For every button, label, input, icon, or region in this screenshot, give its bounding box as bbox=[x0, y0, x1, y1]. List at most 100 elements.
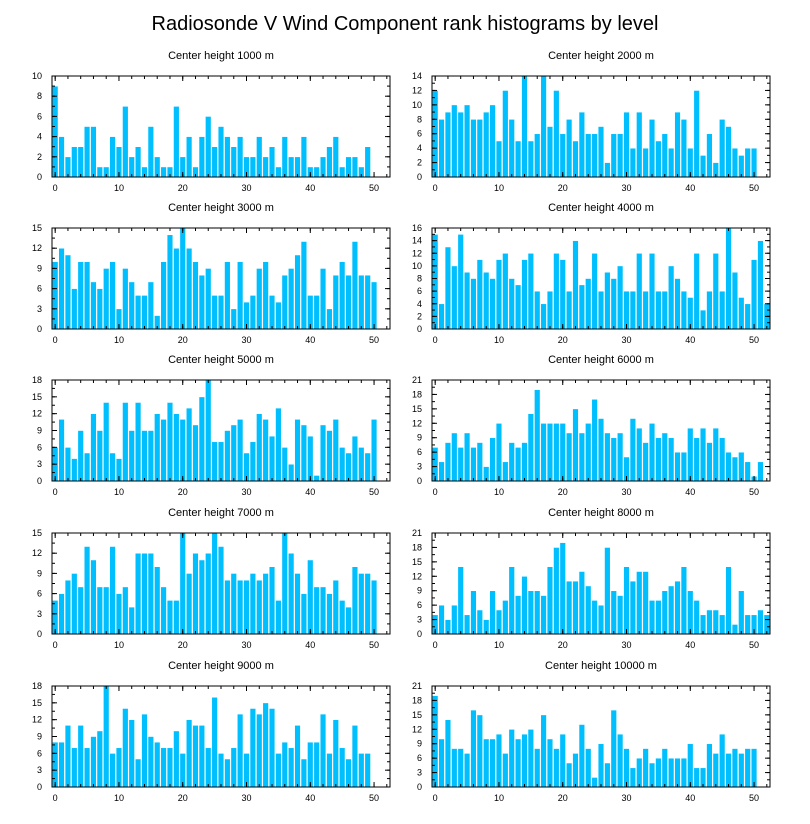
bar bbox=[332, 418, 339, 482]
bar bbox=[294, 573, 301, 635]
bar bbox=[540, 303, 547, 330]
bar bbox=[502, 252, 509, 330]
bar bbox=[96, 586, 104, 635]
bar bbox=[90, 736, 97, 788]
y-tick-label: 18 bbox=[412, 542, 422, 552]
bar bbox=[58, 136, 65, 178]
panel-title: Center height 5000 m bbox=[168, 354, 274, 366]
x-tick-label: 30 bbox=[242, 640, 252, 650]
bar bbox=[224, 136, 231, 178]
bar bbox=[332, 719, 339, 788]
bar bbox=[546, 566, 554, 635]
bar bbox=[489, 437, 496, 482]
x-tick-label: 40 bbox=[685, 335, 695, 345]
bar bbox=[457, 566, 464, 635]
bar bbox=[738, 451, 745, 482]
x-tick-label: 40 bbox=[685, 487, 695, 497]
y-tick-label: 12 bbox=[412, 571, 422, 581]
bar bbox=[230, 308, 237, 330]
bar bbox=[64, 724, 72, 788]
bar bbox=[451, 748, 458, 788]
bar bbox=[463, 432, 471, 482]
y-tick-label: 8 bbox=[417, 274, 422, 284]
bar bbox=[122, 268, 129, 330]
x-tick-label: 40 bbox=[305, 183, 315, 193]
bar bbox=[706, 133, 713, 178]
bar bbox=[122, 402, 129, 482]
bar bbox=[514, 140, 522, 178]
bar bbox=[217, 753, 225, 788]
bar bbox=[585, 585, 592, 635]
bar bbox=[667, 585, 675, 635]
bar bbox=[591, 398, 598, 482]
bar bbox=[572, 240, 579, 330]
chart-panel: Center height 8000 m 0 3 6 9 12 15 18 21 0 10 20 30 4… bbox=[412, 507, 771, 650]
bar bbox=[591, 252, 598, 330]
bar bbox=[358, 753, 365, 788]
x-tick-label: 50 bbox=[749, 487, 759, 497]
bar bbox=[642, 147, 649, 178]
bar bbox=[718, 437, 726, 482]
x-tick-label: 10 bbox=[114, 640, 124, 650]
x-tick-label: 0 bbox=[53, 793, 58, 803]
bar bbox=[438, 303, 445, 330]
bar bbox=[610, 437, 617, 482]
bar bbox=[236, 136, 244, 178]
bar bbox=[757, 240, 764, 330]
bar bbox=[604, 432, 611, 482]
bar bbox=[326, 308, 333, 330]
bar bbox=[629, 767, 637, 788]
bar bbox=[655, 290, 662, 330]
bar bbox=[147, 736, 155, 788]
bar bbox=[134, 295, 142, 330]
bar bbox=[370, 579, 378, 635]
bar bbox=[358, 447, 365, 482]
chart-panel: Center height 3000 m 0 3 6 9 12 15 0 10 20 30 40 50 bbox=[32, 202, 391, 345]
bar bbox=[358, 274, 365, 330]
bar bbox=[230, 146, 237, 178]
bar bbox=[71, 573, 78, 635]
bar bbox=[205, 268, 212, 330]
bar bbox=[565, 290, 573, 330]
bar bbox=[332, 579, 339, 635]
y-tick-label: 9 bbox=[417, 433, 422, 443]
y-tick-label: 3 bbox=[37, 459, 42, 469]
y-tick-label: 0 bbox=[417, 172, 422, 182]
bar bbox=[585, 133, 592, 178]
bar bbox=[198, 396, 206, 482]
bar bbox=[738, 155, 745, 178]
bar bbox=[559, 133, 566, 178]
y-tick-label: 9 bbox=[37, 263, 42, 273]
bar bbox=[623, 290, 630, 330]
bar bbox=[236, 418, 244, 482]
y-tick-label: 0 bbox=[417, 629, 422, 639]
bar bbox=[192, 552, 199, 635]
bar bbox=[655, 437, 662, 482]
bar bbox=[623, 748, 630, 788]
bar bbox=[661, 748, 668, 788]
y-tick-label: 0 bbox=[37, 629, 42, 639]
bar bbox=[731, 456, 739, 482]
y-tick-label: 2 bbox=[417, 311, 422, 321]
bar bbox=[96, 430, 104, 482]
bar bbox=[224, 430, 231, 482]
bar bbox=[527, 413, 535, 482]
bar bbox=[64, 579, 72, 635]
y-tick-label: 18 bbox=[412, 695, 422, 705]
bar bbox=[115, 747, 123, 788]
bar bbox=[192, 424, 199, 482]
bar bbox=[103, 268, 110, 330]
bar bbox=[51, 741, 59, 788]
bar bbox=[489, 590, 496, 635]
bar bbox=[693, 437, 700, 482]
bar bbox=[160, 586, 167, 635]
bar bbox=[495, 733, 503, 788]
bar bbox=[514, 284, 522, 330]
bar bbox=[64, 254, 72, 330]
bar bbox=[160, 418, 167, 482]
bar bbox=[687, 590, 694, 635]
bar bbox=[610, 133, 617, 178]
x-tick-label: 30 bbox=[242, 183, 252, 193]
bar bbox=[109, 136, 116, 178]
bar bbox=[508, 728, 515, 788]
